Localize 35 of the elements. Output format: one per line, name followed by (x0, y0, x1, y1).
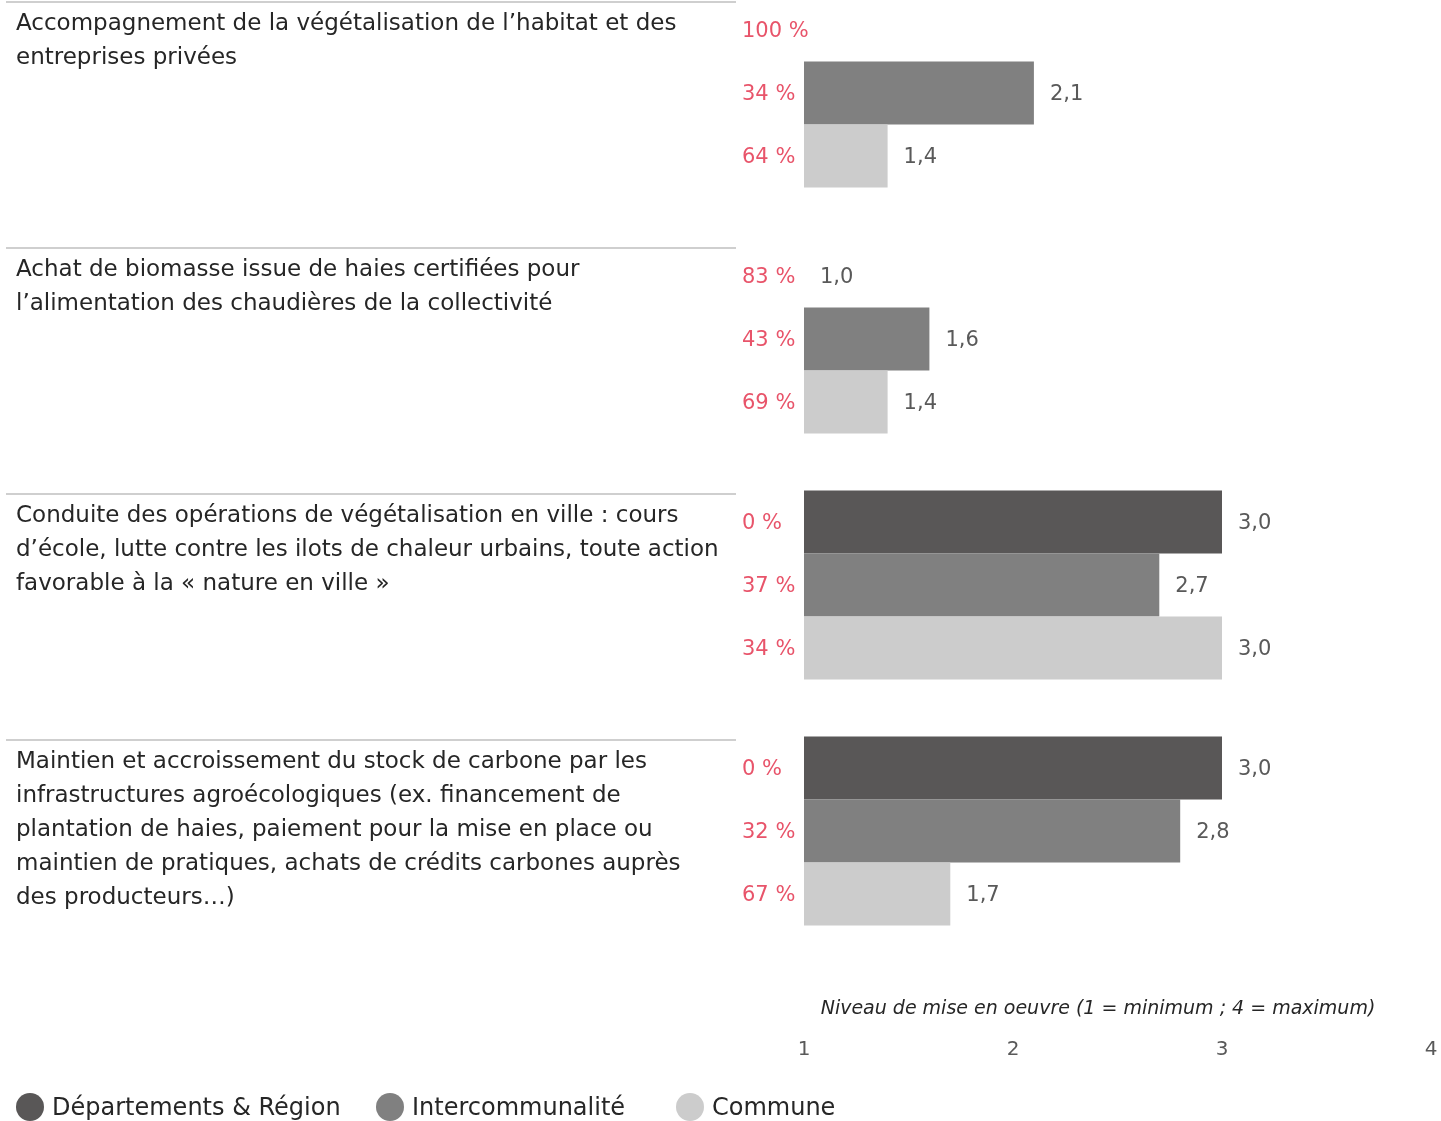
legend-label: Commune (712, 1093, 836, 1121)
data-label: 3,0 (1238, 756, 1272, 781)
x-tick-label: 2 (1006, 1036, 1020, 1060)
y-tick-label: Maintien et accroissement du stock de carbone par les infrastructures agroécologiques (ex. financement de plantation de haies, paiement pour la mise en place ou maintien de pratiques, achats de crédits carbones auprès des producteurs…) (16, 747, 681, 909)
data-label: 2,1 (1049, 81, 1084, 106)
text: 0 % (742, 756, 782, 781)
data-label: 1,0 (820, 264, 854, 289)
text: 43 % (742, 327, 796, 352)
x-tick-label: 4 (1424, 1036, 1438, 1060)
legend-label: Intercommunalité (412, 1093, 626, 1121)
data-label: 1,4 (903, 144, 938, 169)
data-label: 3,0 (1238, 636, 1272, 661)
data-label: 1,4 (903, 390, 938, 415)
data-label: 2,7 (1175, 573, 1209, 598)
text: 32 % (742, 819, 796, 844)
x-axis-title: Niveau de mise en oeuvre (1 = minimum ; 4 = maximum) (820, 996, 1376, 1018)
text: 69 % (742, 390, 796, 415)
data-label: 2,8 (1196, 819, 1230, 844)
x-tick-label: 1 (797, 1036, 811, 1060)
text: 34 % (742, 81, 796, 106)
legend-label: Départements & Région (52, 1093, 341, 1121)
text: 0 % (742, 510, 782, 535)
text: 34 % (742, 636, 796, 661)
y-tick-label: Accompagnement de la végétalisation de l’habitat et des entreprises privées (16, 9, 677, 69)
y-tick-label: Achat de biomasse issue de haies certifiées pour l’alimentation des chaudières de la collectivité (16, 255, 580, 315)
x-tick-label: 3 (1215, 1036, 1229, 1060)
annotation: 100 % (742, 18, 809, 43)
data-label: 3,0 (1238, 510, 1272, 535)
data-label: 1,7 (966, 882, 1000, 907)
text: 67 % (742, 882, 796, 907)
data-label: 1,6 (945, 327, 979, 352)
text: 83 % (742, 264, 796, 289)
text: 64 % (742, 144, 796, 169)
y-tick-label: Conduite des opérations de végétalisation en ville : cours d’école, lutte contre les ilots de chaleur urbains, toute action favorable à la « nature en ville » (16, 501, 719, 595)
text: 37 % (742, 573, 796, 598)
